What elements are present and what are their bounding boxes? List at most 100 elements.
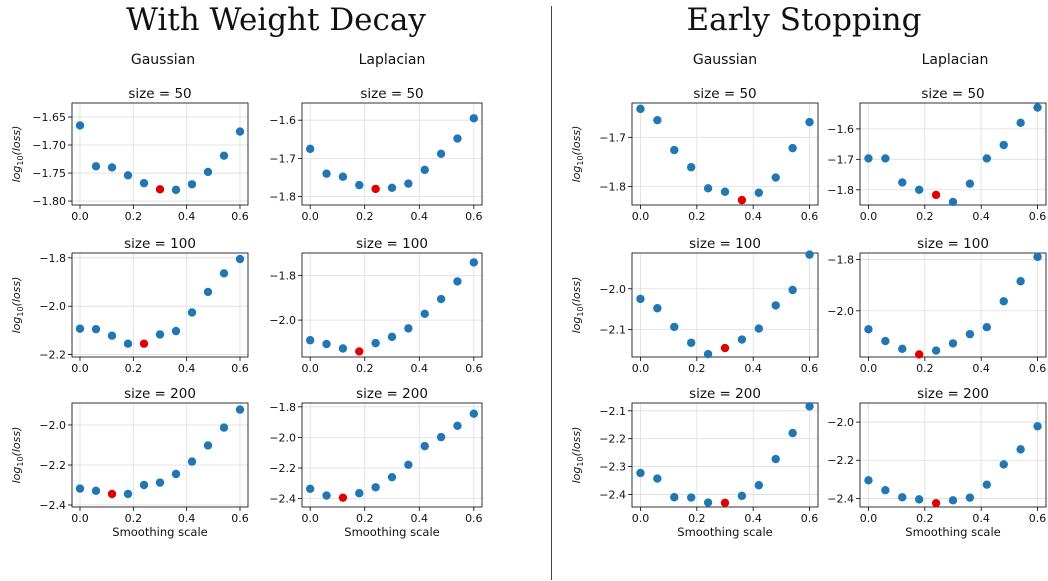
chart7-xtick-label-3: 0.6 [1029, 362, 1047, 375]
chart1-data-point-3 [355, 180, 364, 190]
chart6-data-point-10 [805, 250, 814, 259]
chart10-ylabel: log10(loss) [570, 427, 585, 484]
chart9-xlabel: Smoothing scale [344, 525, 439, 539]
chart-svg: 0.0 0.2 0.4 0.6 −2.0 −2.2 −2.4 size = 200 log10(… [10, 386, 249, 539]
chart2-xtick-label-0: 0.0 [632, 210, 650, 223]
chart11-xtick-label-1: 0.2 [916, 512, 934, 525]
chart5-data-point-8 [436, 294, 446, 304]
chart7-title: size = 100 [917, 236, 989, 252]
chart8-data-point-5 [155, 478, 165, 487]
chart-svg: 0.0 0.2 0.4 0.6 −1.7 −1.8 size = 50 log10(loss) [570, 86, 819, 223]
panel-es-gaussian-size-200: 0.0 0.2 0.4 0.6 −2.1 −2.2 −2.3 −2.4 size = 200 lo… [570, 386, 819, 539]
chart4-xtick-label-0: 0.0 [71, 362, 89, 375]
chart5-xtick-label-3: 0.6 [465, 362, 483, 375]
chart1-data-point-10 [469, 114, 479, 123]
chart10-data-point-7 [754, 481, 764, 490]
chart0-data-point-10 [235, 127, 245, 136]
chart9-ytick-label-2: −2.2 [269, 462, 296, 475]
chart3-data-point-7 [982, 154, 992, 163]
chart9-data-point-10 [469, 409, 479, 418]
chart1-xtick-label-0: 0.0 [301, 210, 319, 223]
chart0-best-point [155, 185, 165, 194]
chart0-data-point-1 [91, 162, 101, 171]
chart9-axes-frame [301, 402, 483, 508]
chart11-ytick-label-0: −2.0 [827, 416, 854, 429]
col-header-laplacian-early-stopping: Laplacian [921, 52, 989, 68]
chart3-data-point-8 [999, 140, 1008, 150]
chart8-data-point-3 [123, 489, 133, 499]
chart7-data-point-7 [982, 323, 992, 332]
chart8-ytick-label-0: −2.0 [39, 419, 66, 432]
chart11-data-point-0 [864, 476, 873, 485]
chart1-ytick-label-1: −1.7 [269, 152, 296, 165]
chart5-title: size = 100 [356, 236, 428, 252]
chart1-title: size = 50 [360, 86, 423, 102]
chart4-ylabel: log10(loss) [10, 277, 25, 334]
chart7-data-point-5 [948, 339, 958, 348]
chart9-xtick-label-2: 0.4 [411, 512, 429, 525]
chart8-ytick-label-1: −2.2 [39, 459, 66, 472]
chart10-xtick-label-0: 0.0 [632, 512, 650, 525]
chart5-ytick-label-1: −2.0 [269, 314, 296, 327]
chart0-xtick-label-0: 0.0 [71, 210, 89, 223]
chart3-best-point [931, 190, 941, 200]
chart5-data-point-10 [469, 258, 479, 267]
chart11-xtick-label-0: 0.0 [860, 512, 878, 525]
chart-svg: 0.0 0.2 0.4 0.6 −1.8 −2.0 −2.2 size = 100 log10(… [10, 236, 249, 375]
chart2-data-point-9 [788, 143, 797, 153]
panel-es-laplacian-size-50: 0.0 0.2 0.4 0.6 −1.6 −1.7 −1.8 size = 50 [827, 86, 1047, 223]
chart1-data-point-5 [387, 183, 397, 193]
chart10-data-point-8 [771, 454, 780, 464]
chart6-data-point-0 [636, 294, 645, 304]
panel-es-laplacian-size-200: 0.0 0.2 0.4 0.6 −2.0 −2.2 −2.4 size = 200 Smooth… [827, 386, 1047, 539]
chart1-data-point-6 [404, 179, 413, 188]
chart-svg: 0.0 0.2 0.4 0.6 −1.8 −2.0 −2.2 −2.4 size = 200 Sm… [269, 386, 483, 539]
chart10-ytick-label-3: −2.4 [599, 488, 626, 501]
chart3-ytick-label-1: −1.7 [827, 153, 854, 166]
chart3-xtick-label-3: 0.6 [1029, 210, 1047, 223]
chart8-best-point [107, 489, 117, 499]
chart0-data-point-0 [75, 121, 85, 130]
chart9-data-point-1 [322, 491, 331, 500]
chart9-ytick-label-3: −2.4 [269, 493, 296, 506]
chart8-data-point-7 [187, 457, 197, 466]
chart11-data-point-3 [914, 495, 924, 504]
chart3-xtick-label-0: 0.0 [860, 210, 878, 223]
chart-svg: 0.0 0.2 0.4 0.6 −2.1 −2.2 −2.3 −2.4 size = 200 lo… [570, 386, 819, 539]
chart1-best-point [371, 184, 380, 194]
panel-wd-gaussian-size-50: 0.0 0.2 0.4 0.6 −1.65 −1.70 −1.75 −1.80 size = 5… [10, 86, 249, 223]
chart4-axes-frame [71, 252, 249, 358]
chart4-data-point-9 [219, 269, 229, 278]
chart3-data-point-3 [914, 185, 924, 194]
chart10-data-point-0 [636, 468, 645, 478]
section-divider [551, 6, 552, 580]
chart0-data-point-3 [123, 171, 133, 180]
chart3-data-point-1 [881, 154, 890, 163]
col-header-gaussian-weight-decay: Gaussian [130, 52, 196, 68]
chart2-ylabel: log10(loss) [570, 126, 585, 183]
chart8-ytick-label-2: −2.4 [39, 499, 66, 512]
chart-svg: 0.0 0.2 0.4 0.6 −2.0 −2.2 −2.4 size = 200 Smooth… [827, 386, 1047, 539]
chart8-data-point-8 [203, 441, 213, 450]
chart10-data-point-2 [670, 493, 679, 502]
chart5-ytick-label-0: −1.8 [269, 269, 296, 282]
chart11-axes-frame [859, 402, 1047, 508]
chart11-data-point-5 [948, 496, 958, 505]
chart2-data-point-10 [805, 117, 814, 127]
chart3-data-point-6 [965, 179, 975, 188]
chart0-ytick-label-0: −1.65 [32, 111, 66, 124]
chart1-data-point-1 [322, 169, 331, 178]
chart0-xtick-label-3: 0.6 [231, 210, 249, 223]
chart11-xtick-label-3: 0.6 [1029, 512, 1047, 525]
chart1-ytick-label-2: −1.8 [269, 191, 296, 204]
chart4-ytick-label-1: −2.0 [39, 300, 66, 313]
chart8-data-point-6 [171, 469, 181, 479]
chart2-xtick-label-2: 0.4 [744, 210, 762, 223]
chart4-title: size = 100 [124, 236, 196, 252]
chart1-xtick-label-2: 0.4 [411, 210, 429, 223]
chart10-xlabel: Smoothing scale [677, 525, 772, 539]
chart8-xtick-label-3: 0.6 [231, 512, 249, 525]
chart11-data-point-2 [898, 493, 907, 502]
chart7-xtick-label-0: 0.0 [860, 362, 878, 375]
chart8-data-point-1 [91, 486, 101, 495]
